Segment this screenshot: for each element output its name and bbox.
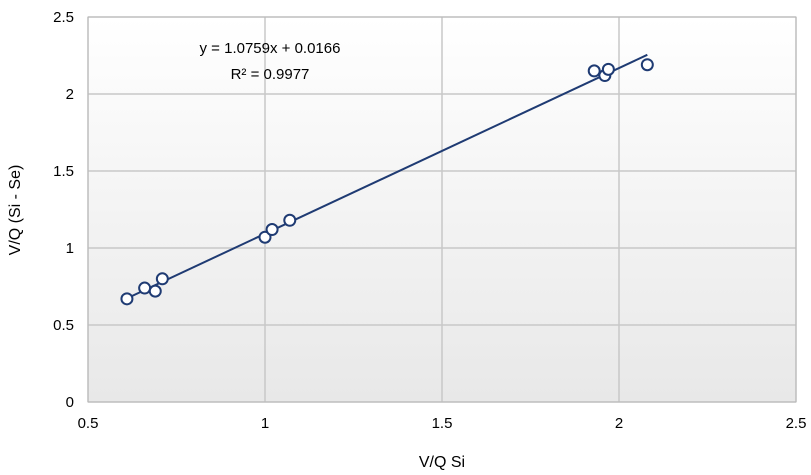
x-tick-label: 2 — [615, 415, 623, 432]
data-point — [640, 58, 654, 72]
data-point — [587, 64, 601, 78]
trendline-group — [126, 53, 648, 300]
data-point — [283, 213, 297, 227]
trendline-equation: y = 1.0759x + 0.0166 — [200, 40, 341, 57]
r-squared-label: R² = 0.9977 — [231, 66, 310, 83]
data-point — [258, 230, 272, 244]
data-point — [265, 223, 279, 237]
y-tick-label: 1 — [66, 240, 74, 257]
x-tick-label: 2.5 — [786, 415, 807, 432]
trendline — [126, 53, 648, 300]
data-point — [601, 62, 615, 76]
x-axis-title: V/Q Si — [419, 454, 465, 471]
data-points — [120, 58, 654, 306]
data-point — [148, 284, 162, 298]
y-tick-label: 1.5 — [53, 163, 74, 180]
x-tick-label: 0.5 — [78, 415, 99, 432]
data-point — [155, 272, 169, 286]
y-tick-label: 0.5 — [53, 317, 74, 334]
y-axis-title: V/Q (Si - Se) — [7, 165, 24, 256]
axes — [87, 16, 797, 403]
y-tick-label: 0 — [66, 394, 74, 411]
plot-border — [87, 16, 797, 403]
x-tick-label: 1.5 — [432, 415, 453, 432]
x-tick-label: 1 — [261, 415, 269, 432]
tick-labels: 0.5 1 1.5 2 2.500.511.522.5 — [53, 9, 806, 432]
y-tick-label: 2 — [66, 86, 74, 103]
data-point — [120, 292, 134, 306]
data-point — [138, 281, 152, 295]
y-tick-label: 2.5 — [53, 9, 74, 26]
